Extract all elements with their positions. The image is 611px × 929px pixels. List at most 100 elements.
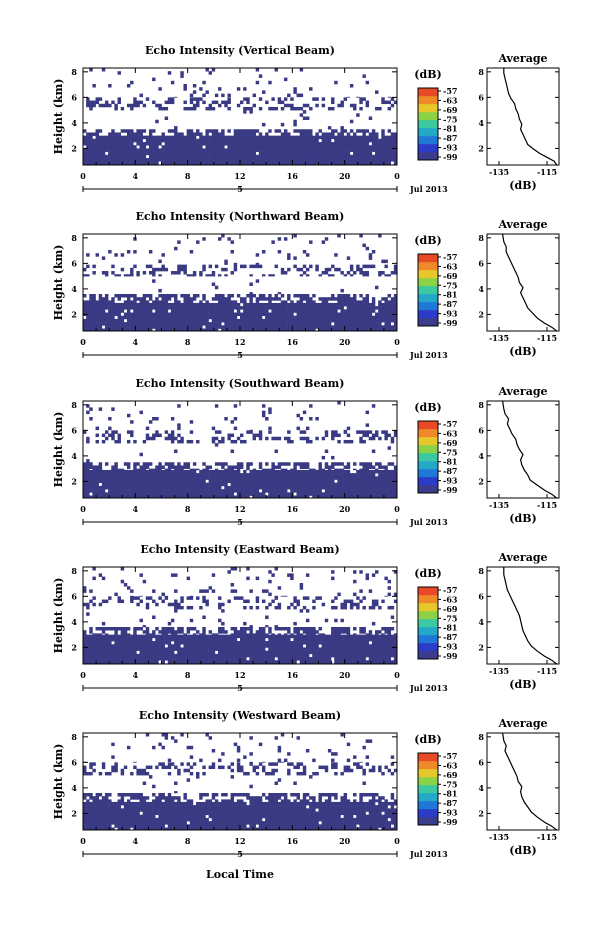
heatmap-cell [280,135,285,140]
heatmap-cell [104,660,109,664]
heatmap-cell [139,312,143,317]
heatmap-cell [343,644,348,648]
heatmap-cell [346,328,351,332]
heatmap-cell [321,479,326,484]
heatmap-cell [293,154,297,159]
heatmap-cell [108,479,112,484]
heatmap-cell [243,302,247,307]
heatmap-cell [177,462,181,466]
heatmap-cell [290,644,294,648]
heatmap-cell [371,660,376,664]
heatmap-cell [126,328,131,332]
heatmap-cell [280,306,285,310]
heatmap-cell [183,142,187,146]
heatmap-cell [375,132,379,136]
heatmap-cell [327,297,332,301]
heatmap-cell [299,647,304,651]
heatmap-cell [299,151,304,156]
heatmap-cell [362,647,366,651]
heatmap-cell [183,151,187,156]
heatmap-cell [362,154,366,159]
heatmap-cell [145,489,150,493]
heatmap-cell [287,634,291,639]
heatmap-cell [186,465,191,469]
heatmap-cell [312,309,316,313]
heatmap-cell [315,154,319,159]
heatmap-cell [164,489,169,493]
heatmap-cell [346,485,351,490]
heatmap-cell [199,302,203,307]
heatmap-cell [161,158,165,162]
heatmap-cell [387,158,392,162]
heatmap-cell [148,315,153,320]
heatmap-cell [246,138,250,143]
heatmap-cell [221,93,225,98]
heatmap-cell [139,145,143,149]
heatmap-cell [136,634,140,639]
heatmap-cell [199,300,203,304]
heatmap-cell [126,151,131,156]
heatmap-cell [365,274,370,277]
heatmap-cell [170,309,175,313]
heatmap-cell [196,653,200,658]
heatmap-cell [331,129,335,133]
heatmap-cell [104,325,109,329]
heatmap-cell [155,495,159,499]
colorbar-swatch [418,318,438,327]
heatmap-cell [221,462,225,466]
heatmap-cell [95,465,99,469]
heatmap-cell [302,135,307,140]
heatmap-cell [192,135,197,140]
heatmap-cell [280,657,285,661]
heatmap-cell [390,660,395,664]
heatmap-cell [230,653,235,658]
heatmap-cell [287,485,291,490]
heatmap-cell [192,138,197,143]
colorbar-tick-label: -87 [443,133,457,143]
heatmap-cell [240,145,244,149]
heatmap-cell [148,476,153,480]
heatmap-cell [252,145,256,149]
heatmap-cell [148,250,153,254]
heatmap-cell [368,302,373,307]
heatmap-cell [196,158,200,162]
heatmap-cell [95,426,99,431]
heatmap-cell [327,650,332,655]
heatmap-cell [89,489,93,493]
heatmap-cell [202,154,206,159]
heatmap-cell [158,322,162,326]
heatmap-cell [359,469,363,474]
heatmap-cell [240,138,244,143]
heatmap-cell [174,485,178,490]
heatmap-cell [192,97,197,101]
heatmap-cell [186,641,191,645]
heatmap-cell [324,485,329,490]
heatmap-cell [161,495,165,499]
heatmap-cell [158,468,162,471]
heatmap-cell [243,634,247,639]
heatmap-cell [331,145,335,149]
heatmap-cell [249,306,253,310]
heatmap-cell [196,154,200,159]
heatmap-cell [133,300,137,304]
heatmap-cell [202,100,206,105]
heatmap-cell [167,161,172,165]
heatmap-cell [108,132,112,136]
heatmap-cell [170,489,175,493]
heatmap-cell [139,151,143,156]
heatmap-cell [337,142,341,146]
heatmap-cell [174,293,178,298]
heatmap-cell [371,325,376,329]
heatmap-cell [205,158,209,162]
heatmap-cell [312,151,316,156]
heatmap-cell [186,135,191,140]
colorbar-swatch [418,270,438,279]
heatmap-cell [104,436,109,441]
heatmap-cell [280,328,285,332]
heatmap-cell [271,318,275,323]
heatmap-cell [221,148,225,152]
heatmap-cell [353,468,357,471]
heatmap-cell [95,495,99,499]
heatmap-cell [353,485,357,490]
heatmap-cell [249,644,253,648]
